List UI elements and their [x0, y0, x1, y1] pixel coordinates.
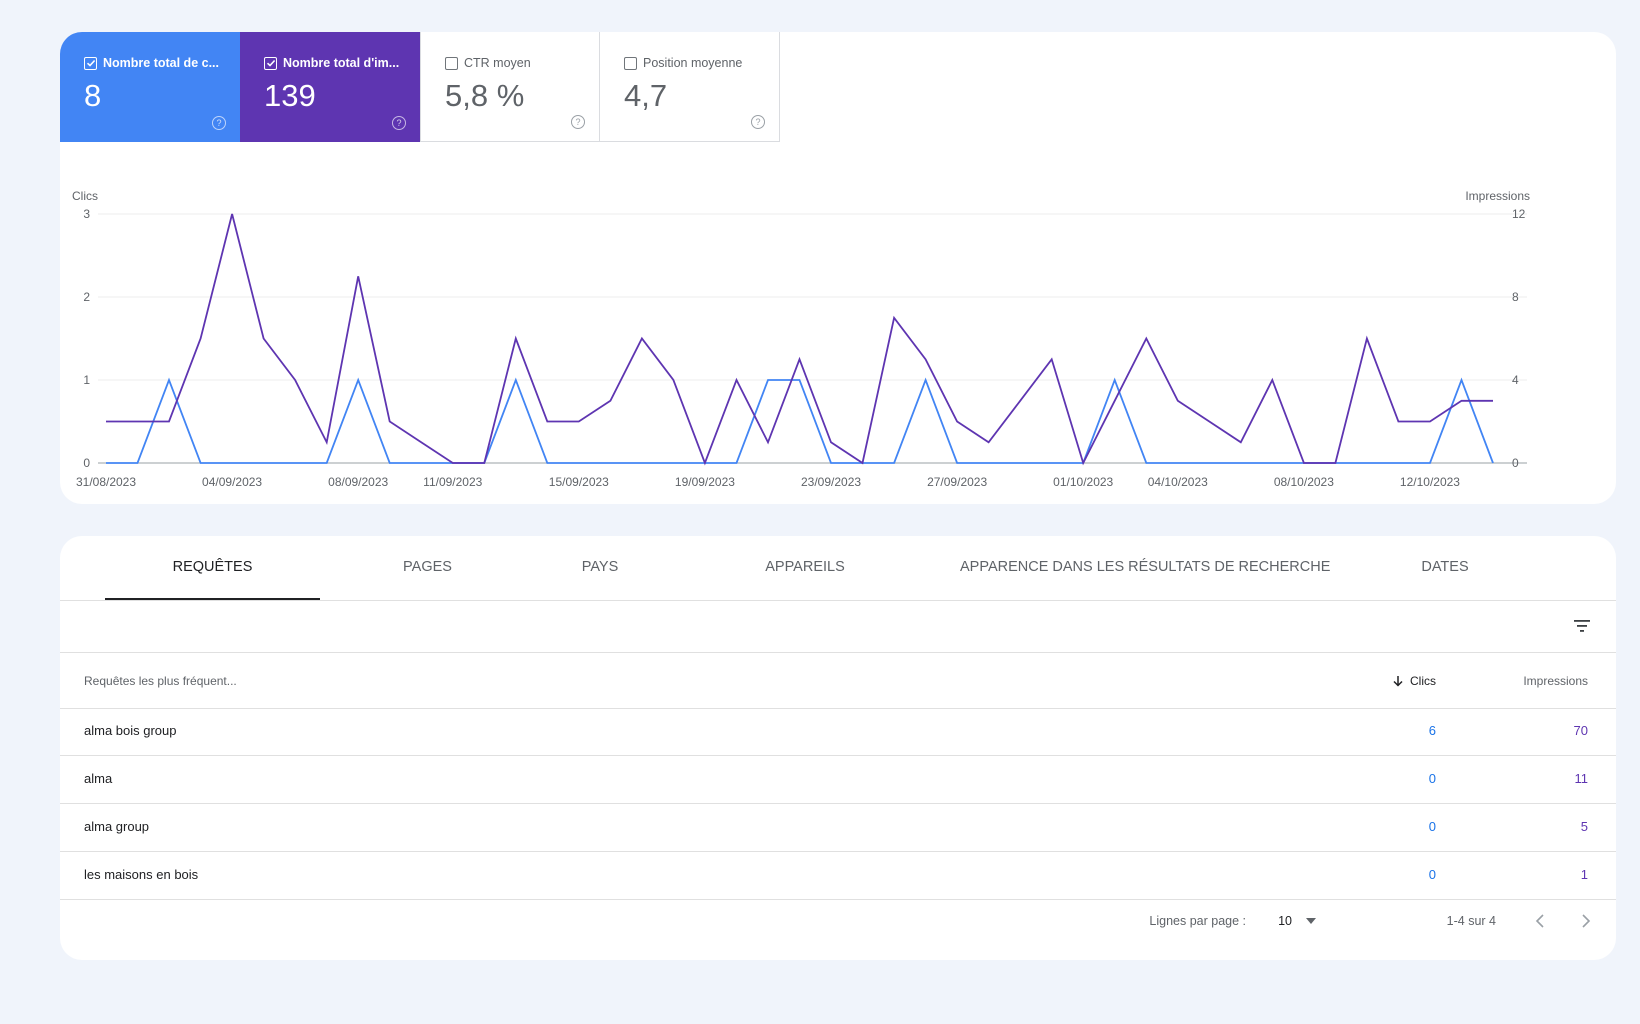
row-impressions: 5 — [1580, 819, 1588, 834]
x-tick-label: 31/08/2023 — [76, 475, 136, 489]
checkbox-unchecked-icon[interactable] — [445, 56, 458, 70]
checkbox-checked-icon[interactable] — [84, 56, 97, 70]
chevron-right-icon[interactable] — [1576, 912, 1594, 930]
chevron-left-icon[interactable] — [1532, 912, 1550, 930]
tab-countries[interactable]: PAYS — [581, 559, 619, 575]
x-tick-label: 01/10/2023 — [1053, 475, 1113, 489]
x-tick-label: 27/09/2023 — [927, 475, 987, 489]
arrow-down-icon — [1393, 676, 1403, 687]
queries-table-card: REQUÊTES PAGES PAYS APPAREILS APPARENCE … — [60, 536, 1616, 960]
metric-average-ctr[interactable]: CTR moyen 5,8 % ? — [420, 32, 600, 142]
metric-value: 139 — [264, 78, 316, 113]
filter-list-icon[interactable] — [1572, 616, 1592, 636]
rows-per-page-label: Lignes par page : — [1149, 914, 1246, 928]
metric-label: Position moyenne — [643, 56, 743, 70]
left-tick-label: 2 — [83, 290, 90, 304]
right-axis-label: Impressions — [1465, 189, 1530, 203]
dimension-tabs: REQUÊTES PAGES PAYS APPAREILS APPARENCE … — [60, 536, 1616, 601]
row-clicks: 6 — [1428, 723, 1436, 738]
tab-pages[interactable]: PAGES — [403, 559, 452, 575]
x-tick-label: 23/09/2023 — [801, 475, 861, 489]
table-row[interactable]: alma bois group 6 70 — [60, 708, 1616, 756]
question-circle-icon[interactable]: ? — [751, 115, 765, 129]
metric-label: Nombre total de c... — [103, 56, 219, 70]
tab-queries[interactable]: REQUÊTES — [105, 536, 320, 600]
row-clicks: 0 — [1428, 867, 1436, 882]
rows-per-page-select[interactable]: 10 — [1278, 914, 1316, 928]
right-tick-label: 0 — [1512, 456, 1519, 470]
pagination: Lignes par page : 10 1-4 sur 4 — [60, 888, 1616, 960]
metric-value: 5,8 % — [445, 78, 525, 113]
row-impressions: 11 — [1574, 771, 1589, 786]
question-circle-icon[interactable]: ? — [212, 116, 226, 130]
column-header-clicks-label: Clics — [1410, 674, 1436, 688]
metric-label: Nombre total d'im... — [283, 56, 400, 70]
left-tick-label: 0 — [83, 456, 90, 470]
checkbox-checked-icon[interactable] — [264, 56, 277, 70]
filter-row — [60, 600, 1616, 653]
row-impressions: 70 — [1573, 723, 1588, 738]
tab-dates[interactable]: DATES — [1421, 559, 1469, 575]
column-header-clicks[interactable]: Clics — [1392, 674, 1436, 688]
table-row[interactable]: alma 0 11 — [60, 756, 1616, 804]
x-tick-label: 12/10/2023 — [1400, 475, 1460, 489]
metric-total-impressions[interactable]: Nombre total d'im... 139 ? — [240, 32, 420, 142]
question-circle-icon[interactable]: ? — [392, 116, 406, 130]
question-circle-icon[interactable]: ? — [571, 115, 585, 129]
left-tick-label: 1 — [83, 373, 90, 387]
dropdown-arrow-icon — [1306, 918, 1316, 924]
series-line-impressions — [106, 213, 1493, 466]
x-tick-label: 08/10/2023 — [1274, 475, 1334, 489]
column-header-query[interactable]: Requêtes les plus fréquent... — [84, 674, 237, 688]
row-query: alma group — [84, 819, 150, 834]
tab-devices[interactable]: APPAREILS — [765, 559, 845, 575]
page-range: 1-4 sur 4 — [1446, 914, 1496, 928]
x-tick-label: 04/09/2023 — [202, 475, 262, 489]
x-tick-label: 11/09/2023 — [423, 475, 482, 489]
right-tick-label: 4 — [1512, 373, 1519, 387]
table-header: Requêtes les plus fréquent... Clics Impr… — [60, 652, 1616, 709]
x-tick-label: 08/09/2023 — [328, 475, 388, 489]
metric-total-clicks[interactable]: Nombre total de c... 8 ? — [60, 32, 240, 142]
table-row[interactable]: les maisons en bois 0 1 — [60, 852, 1616, 900]
metric-average-position[interactable]: Position moyenne 4,7 ? — [600, 32, 780, 142]
left-axis-label: Clics — [72, 189, 98, 203]
metric-value: 4,7 — [624, 78, 668, 113]
row-clicks: 0 — [1428, 819, 1436, 834]
right-tick-label: 8 — [1512, 290, 1519, 304]
row-impressions: 1 — [1580, 867, 1588, 882]
left-tick-label: 3 — [83, 207, 90, 221]
x-tick-label: 15/09/2023 — [549, 475, 609, 489]
row-clicks: 0 — [1428, 771, 1436, 786]
performance-card: Nombre total de c... 8 ? Nombre total d'… — [60, 32, 1616, 504]
rows-per-page-value: 10 — [1278, 914, 1292, 928]
metric-label: CTR moyen — [464, 56, 531, 70]
row-query: alma bois group — [84, 723, 177, 738]
checkbox-unchecked-icon[interactable] — [624, 56, 637, 70]
right-tick-label: 12 — [1512, 207, 1526, 221]
row-query: alma — [84, 771, 113, 786]
table-row[interactable]: alma group 0 5 — [60, 804, 1616, 852]
tab-search-appearance[interactable]: APPARENCE DANS LES RÉSULTATS DE RECHERCH… — [960, 559, 1331, 575]
series-line-clics — [106, 377, 1494, 464]
column-header-impressions[interactable]: Impressions — [1523, 674, 1588, 688]
x-tick-label: 19/09/2023 — [675, 475, 735, 489]
row-query: les maisons en bois — [84, 867, 199, 882]
metric-value: 8 — [84, 78, 102, 113]
x-tick-label: 04/10/2023 — [1148, 475, 1208, 489]
